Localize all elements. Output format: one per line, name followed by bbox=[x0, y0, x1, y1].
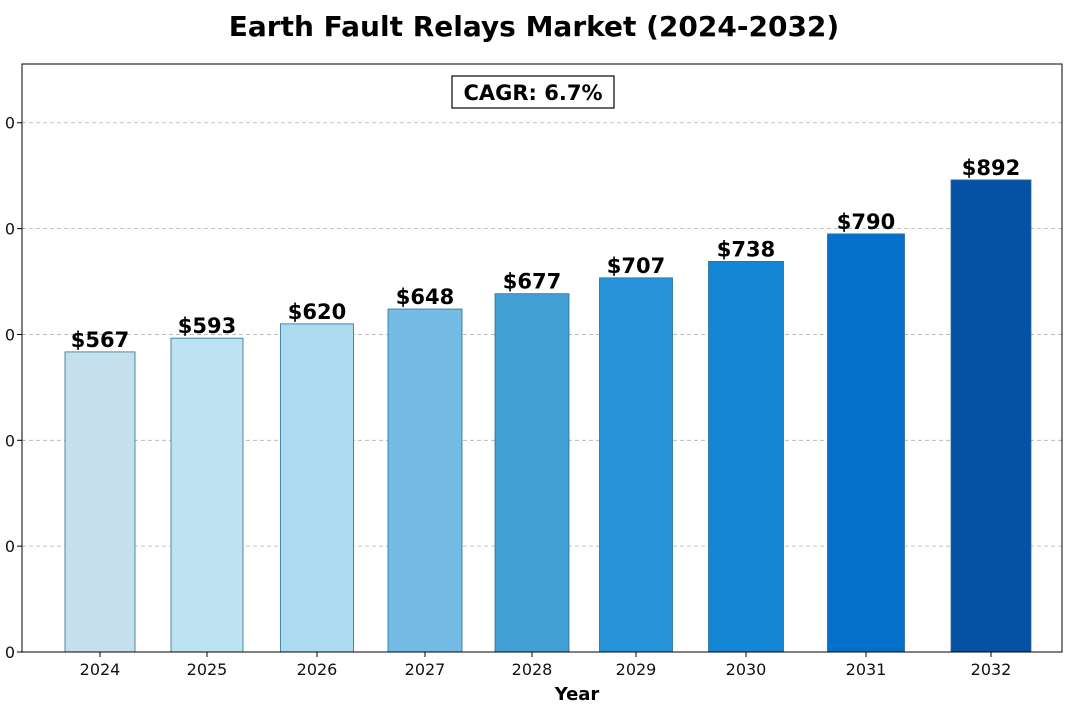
y-tick-label: 0 bbox=[5, 325, 15, 344]
data-label-2031: $790 bbox=[837, 210, 895, 234]
y-tick-label: 0 bbox=[5, 643, 15, 662]
bar-2024 bbox=[64, 351, 136, 653]
cagr-label: CAGR: 6.7% bbox=[463, 81, 602, 105]
x-axis-label: Year bbox=[554, 684, 600, 705]
x-tick-label-2028: 2028 bbox=[512, 660, 553, 679]
data-label-2028: $677 bbox=[503, 270, 561, 294]
x-tick-label-2031: 2031 bbox=[846, 660, 887, 679]
cagr-annotation: CAGR: 6.7% bbox=[451, 75, 615, 109]
bar-2030 bbox=[708, 261, 784, 653]
bar-2027 bbox=[387, 308, 463, 653]
data-label-2027: $648 bbox=[396, 285, 454, 309]
x-tick-label-2024: 2024 bbox=[80, 660, 121, 679]
x-tick-label-2029: 2029 bbox=[616, 660, 657, 679]
x-tick-label-2027: 2027 bbox=[405, 660, 446, 679]
y-tick-label: 0 bbox=[5, 537, 15, 556]
bars bbox=[64, 179, 1032, 653]
bar-2028 bbox=[494, 293, 570, 653]
x-tick-label-2026: 2026 bbox=[297, 660, 338, 679]
y-axis-ticks: 0 0 0 0 0 0 bbox=[5, 114, 22, 662]
bar-2029 bbox=[599, 277, 673, 653]
y-tick-label: 0 bbox=[5, 220, 15, 239]
data-label-2026: $620 bbox=[288, 300, 346, 324]
bar-2026 bbox=[280, 323, 354, 653]
bar-2025 bbox=[170, 337, 244, 653]
y-tick-label: 0 bbox=[5, 114, 15, 133]
plot-frame bbox=[21, 63, 1063, 653]
bar-2031 bbox=[827, 233, 905, 653]
data-labels: $567 $593 $620 $648 $677 $707 $738 $790 $892 bbox=[71, 156, 1020, 352]
x-tick-label-2030: 2030 bbox=[726, 660, 767, 679]
data-label-2029: $707 bbox=[607, 254, 665, 278]
data-label-2032: $892 bbox=[962, 156, 1020, 180]
y-tick-label: 0 bbox=[5, 431, 15, 450]
bar-2032 bbox=[950, 179, 1032, 653]
data-label-2025: $593 bbox=[178, 314, 236, 338]
chart-title: Earth Fault Relays Market (2024-2032) bbox=[228, 10, 840, 43]
data-label-2024: $567 bbox=[71, 328, 129, 352]
x-axis-ticks: 2024 2025 2026 2027 2028 2029 2030 2031 2032 bbox=[80, 652, 1012, 679]
x-tick-label-2025: 2025 bbox=[187, 660, 228, 679]
x-tick-label-2032: 2032 bbox=[971, 660, 1012, 679]
cagr-box bbox=[451, 75, 615, 109]
data-label-2030: $738 bbox=[717, 237, 775, 261]
